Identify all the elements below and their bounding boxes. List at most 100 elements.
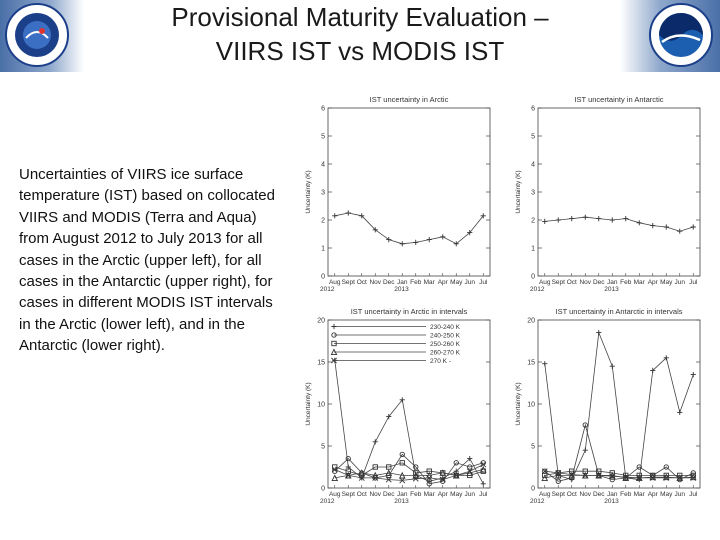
chart-title: IST uncertainty in Arctic in intervals [351,307,468,316]
data-point [609,363,615,369]
data-point [467,464,473,470]
data-point [690,372,696,378]
legend-marker [330,348,338,356]
legend-marker [331,323,337,330]
data-point [663,355,669,361]
y-tick-label: 0 [531,486,535,493]
data-point [399,460,405,466]
x-tick-label: Dec [383,491,395,498]
data-point [480,461,487,468]
data-point [386,237,392,243]
x-tick-label: Feb [410,279,422,286]
legend-entry: 260-270 K [430,350,461,357]
data-point [650,223,656,229]
data-point [426,481,432,487]
data-point [541,468,548,475]
x-tick-label: Oct [567,279,577,286]
data-point [426,475,433,481]
y-axis-label: Uncertainty (K) [305,170,312,213]
x-tick-label: Dec [593,279,605,286]
y-tick-label: 20 [317,318,325,325]
series-line [544,423,694,482]
chart-panel-antarctic: IST uncertainty in Antarctic 0 1 2 3 4 5 6 Uncer… [515,95,701,293]
plot-frame [537,319,701,489]
year-label: 2012 [530,286,545,293]
x-tick-label: May [450,279,463,286]
data-point [345,455,351,462]
data-point [358,469,366,476]
data-point [609,217,615,223]
x-tick-label: Nov [579,491,591,498]
data-point [596,330,602,336]
data-point [636,464,642,470]
chart-title: IST uncertainty in Antarctic in interval… [555,307,682,316]
x-tick-label: Jan [397,491,408,498]
legend-entry: 230-240 K [430,324,461,331]
x-tick-label: Sept [552,279,566,286]
data-point [412,471,420,479]
data-point [555,478,561,484]
data-point [398,471,406,479]
data-point [439,476,446,483]
x-tick-label: Feb [620,279,632,286]
data-point [555,217,561,223]
legend-entry: 250-260 K [430,341,461,348]
legend-marker [331,357,337,364]
data-point [453,472,460,479]
x-tick-label: Jan [397,279,408,286]
year-label: 2012 [320,498,335,505]
y-axis-label: Uncertainty (K) [305,382,312,425]
x-tick-label: Oct [357,279,367,286]
slide-title: Provisional Maturity Evaluation – VIIRS … [100,0,620,68]
data-point [480,213,486,219]
y-tick-label: 2 [321,218,325,225]
y-axis-label: Uncertainty (K) [515,170,522,213]
x-tick-label: Jul [479,279,488,286]
chart-title: IST uncertainty in Antarctic [574,95,663,104]
series-line [334,464,484,481]
x-tick-label: Feb [620,491,632,498]
x-tick-label: Nov [369,491,381,498]
data-point [663,224,669,230]
series-line [544,470,694,479]
data-point [636,220,642,226]
x-tick-label: Dec [383,279,395,286]
data-point [650,367,656,373]
y-tick-label: 6 [531,106,535,113]
y-tick-label: 3 [321,190,325,197]
slide-header: Provisional Maturity Evaluation – VIIRS … [0,0,720,75]
year-label: 2012 [320,286,335,293]
year-label: 2013 [394,498,409,505]
plot-frame [537,107,701,277]
y-tick-label: 4 [531,162,535,169]
y-tick-label: 10 [317,402,325,409]
data-point [480,481,486,487]
data-point [332,213,338,219]
x-tick-label: Apr [438,491,449,498]
x-tick-label: May [660,279,673,286]
y-tick-label: 20 [527,318,535,325]
data-point [690,224,696,230]
x-tick-label: Apr [648,491,659,498]
data-point [467,456,473,462]
x-tick-label: Jun [465,279,476,286]
data-point [385,469,393,476]
x-tick-label: Mar [634,491,646,498]
data-point [622,474,629,480]
x-tick-label: Oct [357,491,367,498]
figure-caption: Uncertainties of VIIRS ice surface tempe… [19,166,275,355]
data-point [542,361,548,367]
x-tick-label: Aug [329,279,341,286]
legend-marker [331,332,337,338]
x-tick-label: Jul [689,491,698,498]
data-point [385,476,392,483]
data-point [372,439,378,445]
data-point [331,466,338,473]
x-tick-label: Nov [369,279,381,286]
x-tick-label: Nov [579,279,591,286]
data-point [555,469,562,476]
y-tick-label: 6 [321,106,325,113]
data-point [453,460,459,466]
series-line [334,212,484,245]
x-tick-label: Mar [634,279,646,286]
